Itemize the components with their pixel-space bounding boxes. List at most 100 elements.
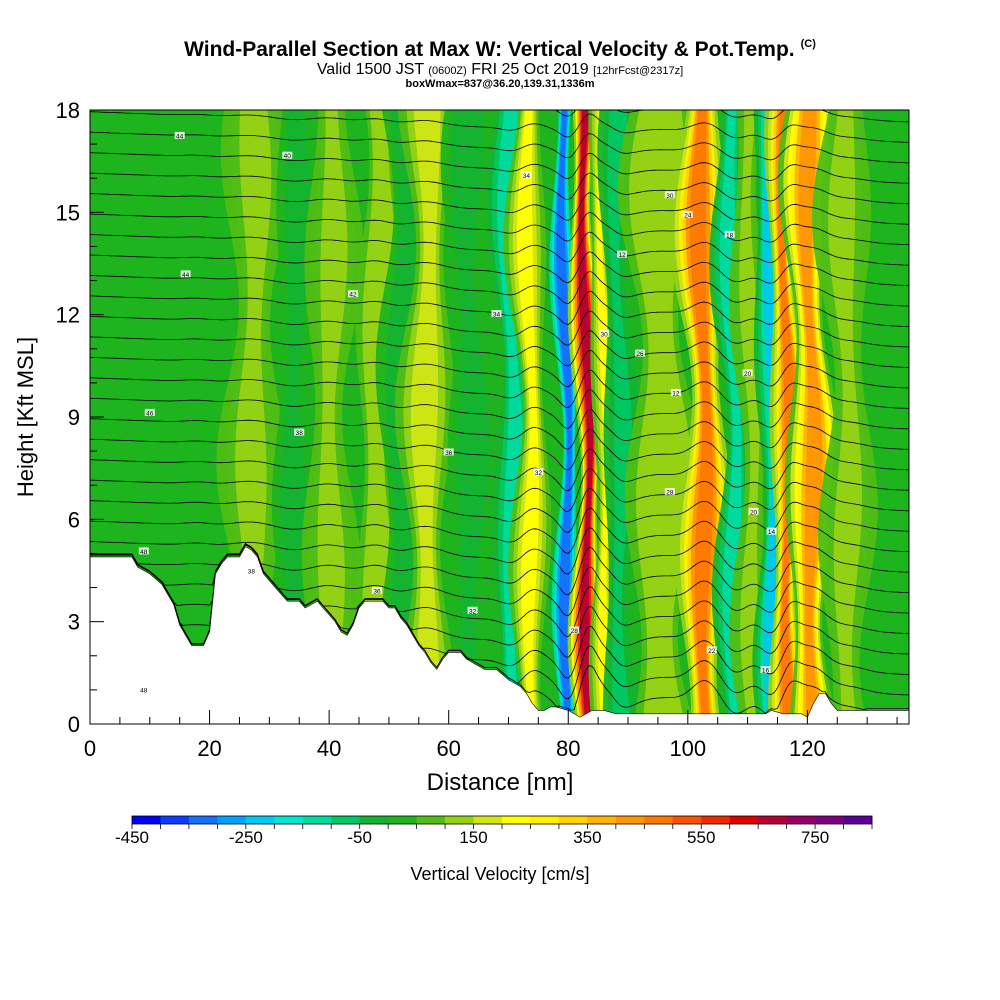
valid-time-line: Valid 1500 JST (0600Z) FRI 25 Oct 2019 [… <box>0 61 1000 79</box>
colorbar-tick-label: -450 <box>115 828 149 847</box>
isentrope-label: 16 <box>760 666 771 675</box>
svg-text:34: 34 <box>493 311 501 318</box>
colorbar-swatch <box>217 816 247 824</box>
svg-text:14: 14 <box>768 529 776 536</box>
velocity-bands <box>175 110 878 724</box>
svg-text:32: 32 <box>535 470 543 477</box>
isentrope-label: 28 <box>664 488 675 497</box>
isentrope-labels: 48 48 46 44 44 38 38 42 40 36 36 34 34 32 32 30 30 28 28 26… <box>138 131 777 694</box>
isentrope-label: 20 <box>742 369 753 378</box>
isentrope-label: 18 <box>724 230 735 239</box>
velocity-band <box>578 110 594 724</box>
svg-text:34: 34 <box>523 173 531 180</box>
valid-utc: (0600Z) <box>428 65 467 77</box>
colorbar-tick-label: -250 <box>229 828 263 847</box>
colorbar-swatch <box>530 816 560 824</box>
isentrope-label: 44 <box>180 270 191 279</box>
x-tick-label: 0 <box>84 736 96 761</box>
svg-text:16: 16 <box>762 668 770 675</box>
colorbar: -450 -250 -50 150 350 550 750 <box>115 815 873 847</box>
svg-text:12: 12 <box>672 391 680 398</box>
valid-prefix: Valid 1500 JST <box>316 61 424 78</box>
isentrope-label: 44 <box>174 131 185 140</box>
colorbar-tick-label: -50 <box>347 828 372 847</box>
y-tick-label: 0 <box>68 712 80 737</box>
isentrope-label: 34 <box>491 309 502 318</box>
terrain <box>90 546 909 724</box>
isentrope-label: 36 <box>443 448 454 457</box>
isentrope-label: 32 <box>467 606 478 615</box>
isentrope-line <box>90 527 909 575</box>
isentrope-label: 48 <box>138 547 149 556</box>
velocity-band <box>638 110 683 724</box>
colorbar-swatch <box>729 816 759 824</box>
colorbar-swatch <box>786 816 816 824</box>
isentrope-line <box>90 369 909 409</box>
isentrope-line <box>90 408 909 450</box>
isentrope-line <box>90 131 909 164</box>
isentrope-line <box>562 93 909 101</box>
colorbar-swatch <box>815 816 844 824</box>
svg-text:36: 36 <box>373 588 381 595</box>
colorbar-swatch <box>558 816 588 824</box>
svg-text:28: 28 <box>666 490 674 497</box>
isentrope-label: 36 <box>371 586 382 595</box>
isentrope-line <box>90 310 909 348</box>
svg-text:20: 20 <box>744 371 752 378</box>
isentrope-line <box>90 507 909 554</box>
colorbar-swatch <box>245 816 275 824</box>
svg-text:24: 24 <box>684 213 692 220</box>
colorbar-swatch <box>672 816 702 824</box>
isentrope-line <box>90 389 909 430</box>
isentrope-label: 12 <box>670 389 681 398</box>
svg-text:30: 30 <box>666 193 674 200</box>
y-tick-label: 15 <box>56 200 80 225</box>
isentrope-line <box>90 172 909 205</box>
colorbar-swatch <box>416 816 446 824</box>
y-tick-label: 3 <box>68 610 80 635</box>
isentrope-line <box>90 428 909 471</box>
velocity-band <box>317 110 348 724</box>
isentrope-line <box>90 192 909 225</box>
isentrope-line <box>90 468 909 513</box>
svg-text:44: 44 <box>182 272 190 279</box>
chart-title-text: Wind-Parallel Section at Max W: Vertical… <box>184 38 795 61</box>
isentrope-label: 38 <box>294 428 305 437</box>
isentrope-label: 26 <box>634 349 645 358</box>
colorbar-swatch <box>274 816 304 824</box>
velocity-band <box>183 110 214 724</box>
svg-text:40: 40 <box>284 153 292 160</box>
isentrope-label: 14 <box>766 527 777 536</box>
velocity-band <box>689 110 714 724</box>
colorbar-tick-label: 150 <box>459 828 487 847</box>
isentrope-line <box>511 110 909 123</box>
velocity-band <box>516 110 539 724</box>
y-axis-label: Height [Kft MSL] <box>13 337 38 497</box>
isentrope-label: 40 <box>282 151 293 160</box>
colorbar-swatch <box>473 816 503 824</box>
isentrope-label: 46 <box>144 408 155 417</box>
velocity-band <box>828 110 863 724</box>
velocity-band <box>739 110 761 724</box>
isentrope-label: 30 <box>664 191 675 200</box>
isentrope-line <box>90 211 909 246</box>
colorbar-swatch <box>758 816 787 824</box>
isentrope-label: 22 <box>706 646 717 655</box>
svg-text:30: 30 <box>600 331 608 338</box>
isentrope-line <box>90 543 909 596</box>
isentrope-line <box>90 152 909 184</box>
colorbar-swatch <box>644 816 674 824</box>
isentrope-label: 34 <box>521 171 532 180</box>
isentrope-label: 24 <box>682 211 693 220</box>
velocity-band <box>777 110 797 724</box>
colorbar-label: Vertical Velocity [cm/s] <box>410 864 589 884</box>
isentrope-label: 48 <box>138 685 149 694</box>
colorbar-tick-label: 550 <box>687 828 715 847</box>
colorbar-tick-label: 350 <box>573 828 601 847</box>
isentrope-label: 28 <box>569 626 580 635</box>
forecast-info: [12hrFcst@2317z] <box>593 65 684 77</box>
isentrope-label: 12 <box>617 250 628 259</box>
isentrope-line <box>90 330 909 368</box>
colorbar-swatch <box>615 816 645 824</box>
